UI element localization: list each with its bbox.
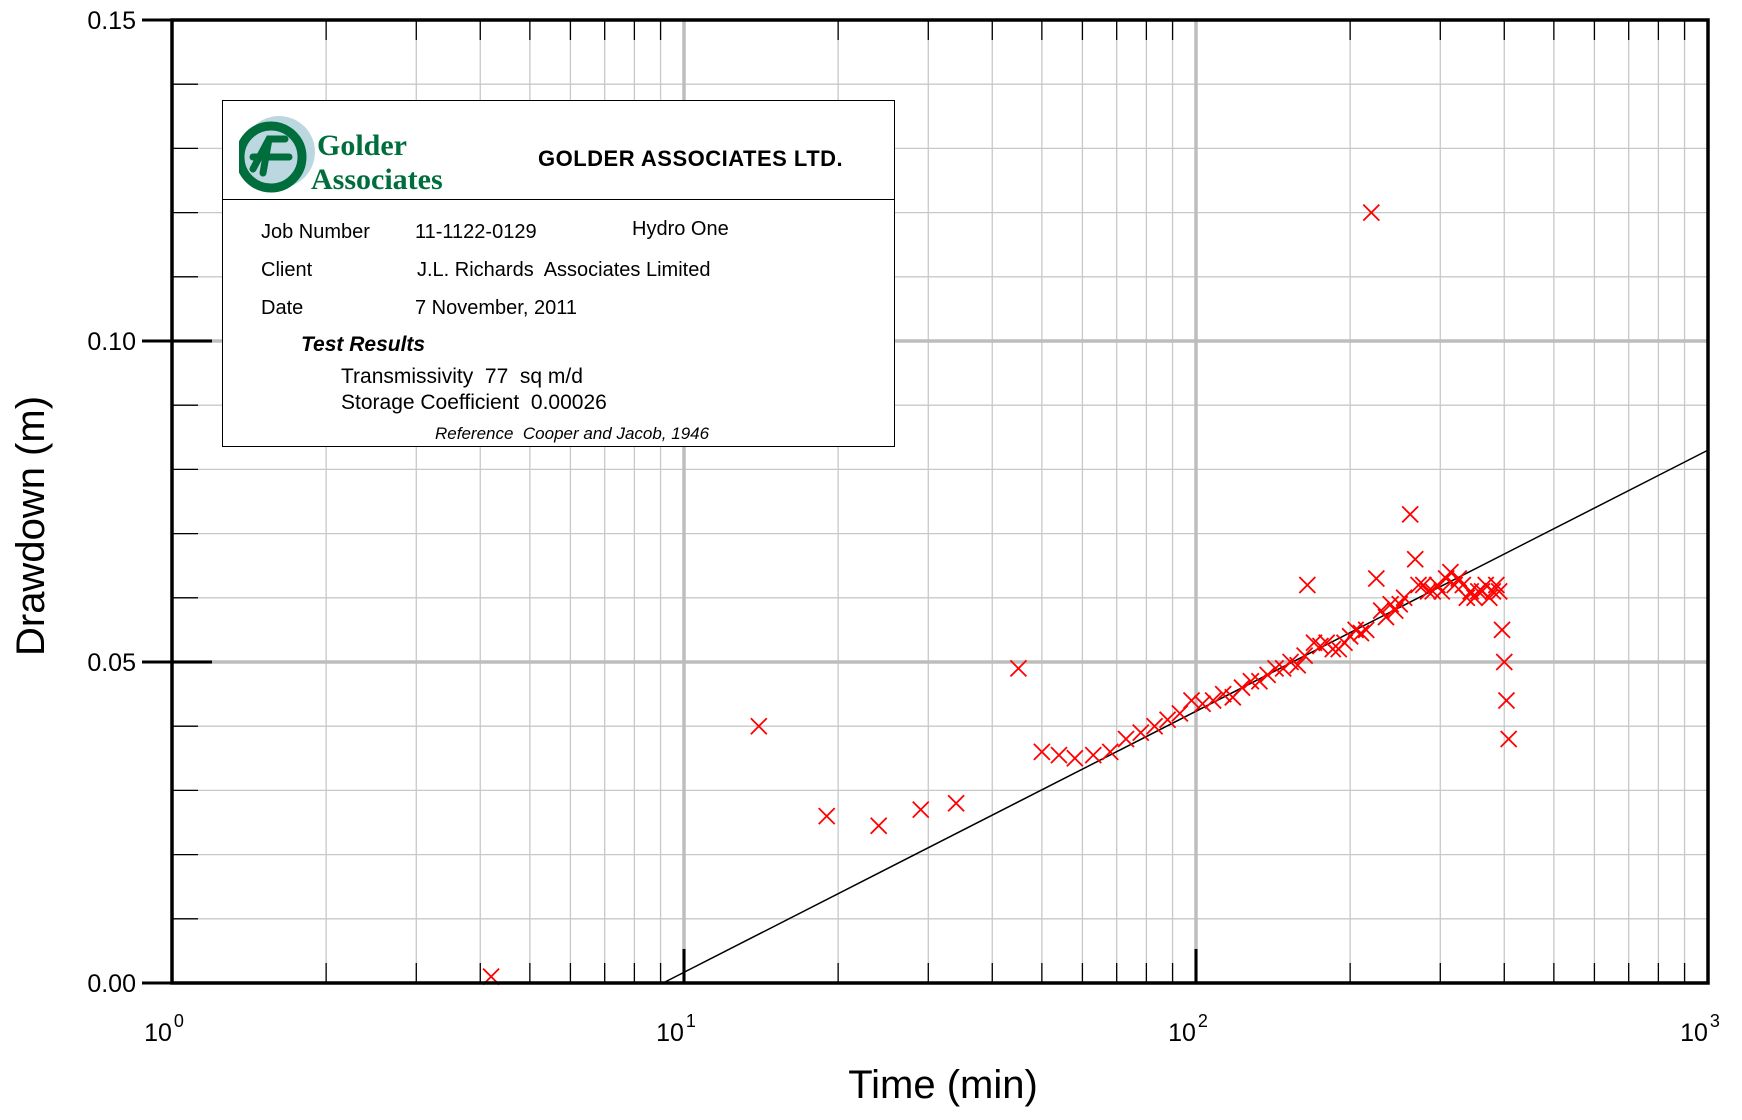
golder-logo: Golder Associates: [239, 109, 489, 195]
reference-note: Reference Cooper and Jacob, 1946: [435, 424, 709, 444]
data-point: [871, 818, 887, 834]
data-point: [1067, 750, 1083, 766]
data-point: [819, 808, 835, 824]
y-tick-label: 0.05: [87, 649, 136, 677]
x-tick-exponent: 0: [174, 1011, 184, 1031]
y-tick-label: 0.15: [87, 7, 136, 35]
data-point: [1234, 680, 1250, 696]
x-tick-label: 10 0: [144, 1011, 184, 1047]
client-label: Client: [261, 259, 312, 282]
data-point: [1260, 667, 1276, 683]
data-point: [1368, 571, 1384, 587]
data-point: [1407, 551, 1423, 567]
info-box: Golder Associates GOLDER ASSOCIATES LTD.…: [222, 100, 895, 447]
data-point: [1205, 693, 1221, 709]
test-results-title: Test Results: [301, 333, 425, 357]
y-axis-title: Drawdown (m): [9, 396, 53, 656]
storage-coefficient-result: Storage Coefficient 0.00026: [341, 391, 607, 415]
logo-text-golder: Golder: [317, 129, 407, 162]
data-point: [1306, 635, 1322, 651]
client-value: J.L. Richards Associates Limited: [417, 259, 710, 282]
data-point: [1243, 673, 1259, 689]
x-tick-exponent: 1: [686, 1011, 696, 1031]
y-tick-label: 0.10: [87, 328, 136, 356]
data-point: [1402, 506, 1418, 522]
x-tick-label: 10 2: [1168, 1011, 1208, 1047]
x-tick-exponent: 3: [1710, 1011, 1720, 1031]
job-number-label: Job Number: [261, 221, 370, 244]
x-tick-label: 10 3: [1680, 1011, 1720, 1047]
data-point: [1312, 638, 1328, 654]
data-point: [1299, 577, 1315, 593]
fit-line: [663, 450, 1708, 983]
data-point: [913, 802, 929, 818]
date-label: Date: [261, 297, 303, 320]
logo-text-associates: Associates: [311, 163, 443, 195]
data-point: [948, 795, 964, 811]
data-point: [1494, 622, 1510, 638]
data-point: [1085, 747, 1101, 763]
job-name: Hydro One: [632, 218, 729, 241]
fit-line-layer: [663, 450, 1708, 983]
y-tick-label: 0.00: [87, 970, 136, 998]
data-point: [1501, 731, 1517, 747]
job-number-value: 11-1122-0129: [415, 221, 537, 244]
transmissivity-result: Transmissivity 77 sq m/d: [341, 365, 583, 389]
x-tick-label: 10 1: [656, 1011, 696, 1047]
info-box-header: Golder Associates GOLDER ASSOCIATES LTD.: [223, 101, 894, 200]
data-point: [1118, 731, 1134, 747]
data-point: [1051, 747, 1067, 763]
x-tick-exponent: 2: [1198, 1011, 1208, 1031]
company-name: GOLDER ASSOCIATES LTD.: [538, 146, 843, 172]
x-axis-title: Time (min): [848, 1063, 1038, 1107]
data-point: [1498, 693, 1514, 709]
date-value: 7 November, 2011: [415, 297, 577, 320]
